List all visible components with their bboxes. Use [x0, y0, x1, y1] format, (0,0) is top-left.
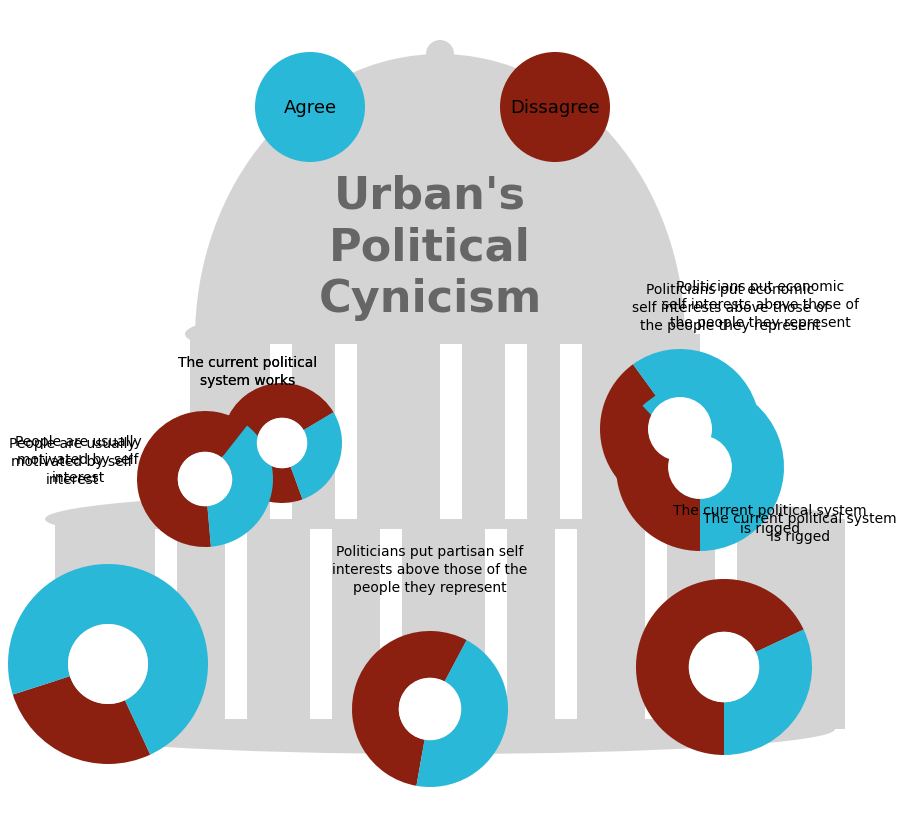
Text: Politicians put partisan self
interests above those of the
people they represent: Politicians put partisan self interests … — [332, 544, 527, 594]
Wedge shape — [13, 676, 150, 764]
Ellipse shape — [45, 492, 835, 547]
Wedge shape — [137, 412, 248, 547]
Wedge shape — [616, 406, 700, 552]
Bar — [715, 529, 737, 719]
Bar — [555, 529, 577, 719]
Circle shape — [422, 64, 458, 100]
Bar — [645, 529, 667, 719]
Wedge shape — [417, 640, 508, 787]
Bar — [560, 345, 582, 519]
Bar — [440, 345, 462, 519]
Text: Urban's
Political
Cynicism: Urban's Political Cynicism — [319, 174, 542, 321]
Bar — [270, 345, 292, 519]
Wedge shape — [643, 384, 784, 552]
Circle shape — [178, 452, 232, 507]
Wedge shape — [633, 350, 760, 509]
Text: The current political
system works: The current political system works — [178, 356, 318, 388]
Bar — [380, 529, 402, 719]
Bar — [180, 340, 700, 619]
Wedge shape — [8, 564, 208, 755]
Wedge shape — [724, 630, 812, 755]
Wedge shape — [291, 413, 342, 500]
Wedge shape — [600, 365, 680, 509]
Circle shape — [668, 436, 732, 500]
Circle shape — [255, 53, 365, 163]
Text: The current political
system works: The current political system works — [178, 356, 318, 388]
Bar — [485, 529, 507, 719]
Text: Dissagree: Dissagree — [510, 99, 599, 117]
Circle shape — [399, 678, 461, 740]
Text: People are usually
motivated by self
interest: People are usually motivated by self int… — [14, 435, 141, 485]
Text: The current political system
is rigged: The current political system is rigged — [703, 511, 896, 543]
Text: Politicians put economic
self interests above those of
the people they represent: Politicians put economic self interests … — [632, 283, 829, 332]
Text: People are usually
motivated by self
interest: People are usually motivated by self int… — [9, 437, 135, 486]
Wedge shape — [207, 426, 273, 547]
Bar — [55, 519, 845, 729]
Circle shape — [426, 41, 454, 69]
Wedge shape — [636, 579, 804, 755]
Circle shape — [500, 53, 610, 163]
Text: Politicians put economic
self interests above those of
the people they represent: Politicians put economic self interests … — [662, 280, 859, 329]
Circle shape — [688, 632, 760, 702]
Circle shape — [648, 398, 712, 461]
Bar — [155, 529, 177, 719]
Text: Agree: Agree — [284, 99, 337, 117]
Circle shape — [68, 624, 148, 704]
Circle shape — [256, 418, 307, 469]
Ellipse shape — [45, 704, 835, 754]
Ellipse shape — [185, 304, 695, 365]
Text: The current political system
is rigged: The current political system is rigged — [673, 504, 867, 535]
Bar — [225, 529, 247, 719]
Bar — [505, 345, 527, 519]
Wedge shape — [352, 631, 466, 786]
Ellipse shape — [195, 55, 685, 624]
Bar — [190, 335, 700, 529]
Bar — [310, 529, 332, 719]
Wedge shape — [222, 384, 334, 504]
Bar — [430, 62, 450, 117]
Bar — [335, 345, 357, 519]
